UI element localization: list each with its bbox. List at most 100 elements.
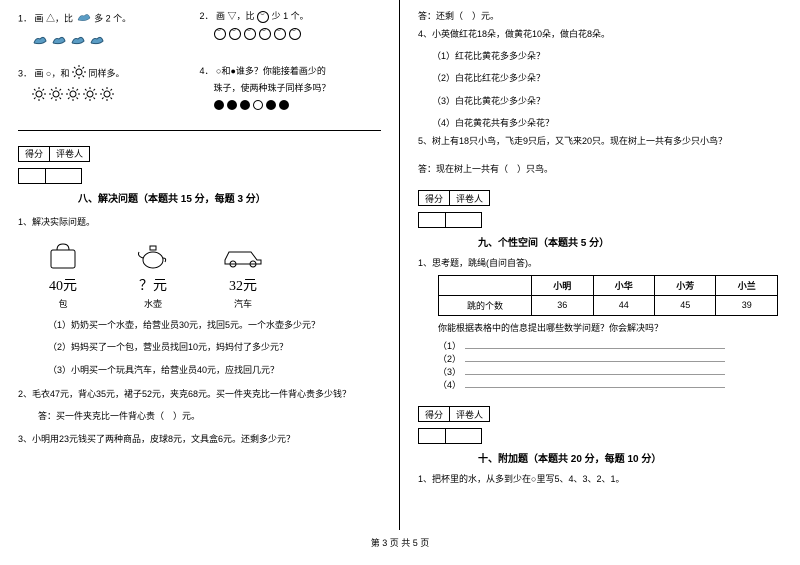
smileys-row bbox=[214, 28, 382, 40]
birds-row bbox=[32, 33, 200, 47]
q9-1: 1、思考题，跳绳(自问自答)。 bbox=[418, 257, 782, 271]
score-blank bbox=[18, 168, 46, 184]
q8-1: 1、解决实际问题。 bbox=[18, 215, 381, 229]
q8-1-1: （1）奶奶买一个水壶，给营业员30元，找回5元。一个水壶多少元？ bbox=[48, 318, 381, 332]
q9-text: 你能根据表格中的信息提出哪些数学问题？你会解决吗？ bbox=[438, 322, 782, 336]
kettle-icon bbox=[128, 235, 178, 275]
item-kettle: ？元 水壶 bbox=[128, 235, 178, 310]
dots-row bbox=[214, 100, 382, 110]
sun-icon bbox=[72, 65, 86, 84]
score-box-10-2 bbox=[418, 428, 782, 444]
section-10-title: 十、附加题（本题共 20 分，每题 10 分） bbox=[478, 450, 782, 465]
bird-icon bbox=[76, 10, 92, 29]
blank-3: （3） bbox=[438, 365, 782, 378]
car-price: 32元 bbox=[218, 275, 268, 295]
q3-text: 画 ○，和 bbox=[35, 68, 70, 78]
score-box-10: 得分 评卷人 bbox=[418, 406, 782, 422]
reviewer-blank bbox=[46, 168, 82, 184]
q2-suffix: 少 1 个。 bbox=[272, 11, 309, 21]
cell-2: 45 bbox=[655, 295, 716, 315]
cell-1: 44 bbox=[593, 295, 654, 315]
left-column: 1． 画 △，比 多 2 个。 2． 画 ▽，比 bbox=[0, 0, 400, 530]
blank-4: （4） bbox=[438, 378, 782, 391]
blank-2: （2） bbox=[438, 352, 782, 365]
blank-4-label: （4） bbox=[438, 380, 461, 390]
ans-top: 答：还剩（ ）元。 bbox=[418, 10, 782, 24]
score-box-row2 bbox=[18, 168, 381, 184]
bag-name: 包 bbox=[38, 297, 88, 310]
blank-2-label: （2） bbox=[438, 354, 461, 364]
ans8-2: 答：买一件夹克比一件背心贵（ ）元。 bbox=[38, 409, 381, 422]
q8-1-3: （3）小明买一个玩具汽车，给营业员40元，应找回几元？ bbox=[48, 363, 381, 377]
q10-1: 1、把杯里的水，从多到少在○里写5、4、3、2、1。 bbox=[418, 473, 782, 487]
bag-price: 40元 bbox=[38, 275, 88, 295]
table-header-row: 小明 小华 小芳 小兰 bbox=[439, 275, 778, 295]
suns-row bbox=[32, 87, 200, 101]
divider bbox=[18, 130, 381, 131]
q4-line2: 珠子，使两种珠子同样多吗？ bbox=[214, 82, 382, 96]
q1-text: 画 △，比 bbox=[35, 14, 74, 24]
car-name: 汽车 bbox=[218, 297, 268, 310]
section-9-title: 九、个性空间（本题共 5 分） bbox=[478, 234, 782, 249]
reviewer-label-r: 评卷人 bbox=[450, 190, 490, 206]
score-box-right: 得分 评卷人 bbox=[418, 190, 782, 206]
smiley-icon bbox=[257, 11, 269, 23]
score-box-left: 得分 评卷人 bbox=[18, 146, 381, 162]
score-label-10: 得分 bbox=[418, 406, 450, 422]
items-row: 40元 包 ？元 水壶 32元 汽车 bbox=[38, 235, 381, 310]
kettle-name: 水壶 bbox=[128, 297, 178, 310]
q8-3: 3、小明用23元钱买了两种商品，皮球8元，文具盒6元。还剩多少元？ bbox=[18, 432, 381, 446]
car-icon bbox=[218, 235, 268, 275]
q3-suffix: 同样多。 bbox=[89, 68, 125, 78]
page-footer: 第 3 页 共 5 页 bbox=[0, 536, 800, 549]
score-label-r: 得分 bbox=[418, 190, 450, 206]
score-blank-10 bbox=[418, 428, 446, 444]
item-car: 32元 汽车 bbox=[218, 235, 268, 310]
th-2: 小华 bbox=[593, 275, 654, 295]
question-3: 3． 画 ○，和 同样多。 bbox=[18, 65, 200, 84]
q4-2: （2）白花比红花少多少朵？ bbox=[432, 71, 782, 85]
q4-num: 4． bbox=[200, 66, 214, 76]
q4: 4、小英做红花18朵，做黄花10朵，做白花8朵。 bbox=[418, 28, 782, 42]
score-blank-r bbox=[418, 212, 446, 228]
jump-rope-table: 小明 小华 小芳 小兰 跳的个数 36 44 45 39 bbox=[438, 275, 778, 316]
reviewer-blank-r bbox=[446, 212, 482, 228]
q3-num: 3． bbox=[18, 68, 32, 78]
q2-num: 2． bbox=[200, 11, 214, 21]
q8-1-2: （2）妈妈买了一个包，营业员找回10元，妈妈付了多少元？ bbox=[48, 340, 381, 354]
q4-1: （1）红花比黄花多多少朵？ bbox=[432, 49, 782, 63]
cell-0: 36 bbox=[532, 295, 593, 315]
cell-3: 39 bbox=[716, 295, 778, 315]
q4-3: （3）白花比黄花少多少朵？ bbox=[432, 94, 782, 108]
question-1: 1． 画 △，比 多 2 个。 bbox=[18, 10, 200, 29]
q4-4: （4）白花黄花共有多少朵花？ bbox=[432, 116, 782, 130]
reviewer-label-10: 评卷人 bbox=[450, 406, 490, 422]
question-2: 2． 画 ▽，比 少 1 个。 bbox=[200, 10, 382, 24]
blank-1-label: （1） bbox=[438, 341, 461, 351]
th-0 bbox=[439, 275, 532, 295]
reviewer-blank-10 bbox=[446, 428, 482, 444]
score-box-r2 bbox=[418, 212, 782, 228]
q2-text: 画 ▽，比 bbox=[216, 11, 255, 21]
q1-num: 1． bbox=[18, 14, 32, 24]
question-4: 4． ○和●谁多？你能接着画少的 bbox=[200, 65, 382, 79]
blank-3-label: （3） bbox=[438, 367, 461, 377]
q1-suffix: 多 2 个。 bbox=[94, 14, 131, 24]
ans5: 答：现在树上一共有（ ）只鸟。 bbox=[418, 162, 782, 175]
q5: 5、树上有18只小鸟，飞走9只后，又飞来20只。现在树上一共有多少只小鸟？ bbox=[418, 135, 782, 149]
row-label: 跳的个数 bbox=[439, 295, 532, 315]
q8-2: 2、毛衣47元，背心35元，裙子52元，夹克68元。买一件夹克比一件背心贵多少钱… bbox=[18, 387, 381, 401]
th-3: 小芳 bbox=[655, 275, 716, 295]
table-row: 跳的个数 36 44 45 39 bbox=[439, 295, 778, 315]
th-4: 小兰 bbox=[716, 275, 778, 295]
blank-1: （1） bbox=[438, 339, 782, 352]
kettle-price: ？元 bbox=[128, 275, 178, 295]
score-label: 得分 bbox=[18, 146, 50, 162]
reviewer-label: 评卷人 bbox=[50, 146, 90, 162]
th-1: 小明 bbox=[532, 275, 593, 295]
item-bag: 40元 包 bbox=[38, 235, 88, 310]
section-8-title: 八、解决问题（本题共 15 分，每题 3 分） bbox=[78, 190, 381, 205]
right-column: 答：还剩（ ）元。 4、小英做红花18朵，做黄花10朵，做白花8朵。 （1）红花… bbox=[400, 0, 800, 530]
q4-line1: ○和●谁多？你能接着画少的 bbox=[216, 66, 326, 76]
bag-icon bbox=[38, 235, 88, 275]
